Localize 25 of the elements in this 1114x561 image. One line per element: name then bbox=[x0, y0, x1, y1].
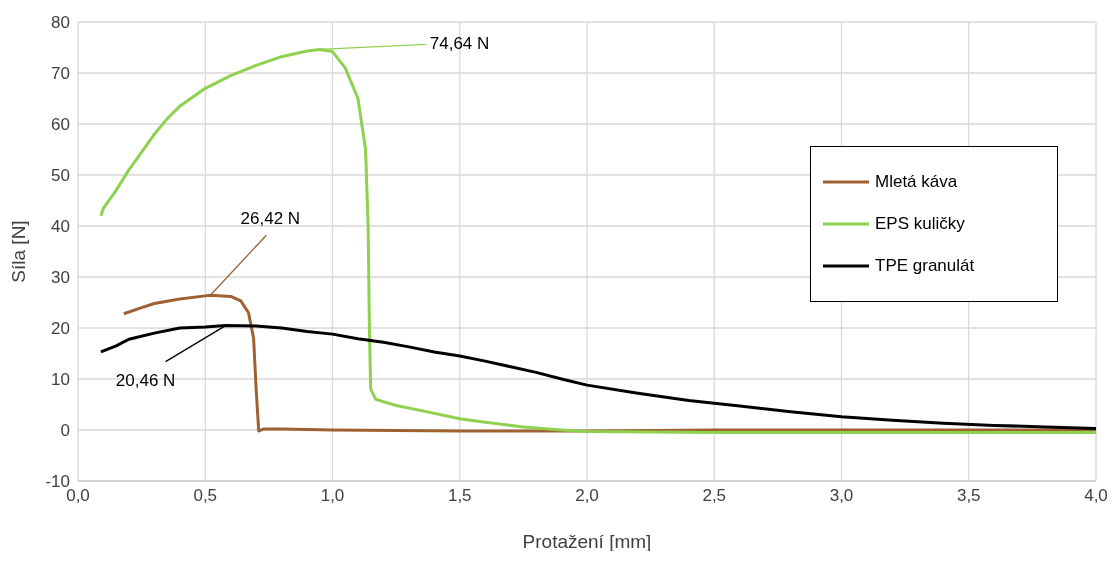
x-tick-label: 2,0 bbox=[575, 486, 599, 506]
annotation: 26,42 N bbox=[240, 208, 301, 228]
x-tick-label: 1,0 bbox=[320, 486, 345, 506]
y-tick-label: 30 bbox=[51, 268, 70, 288]
x-tick-label: 0,5 bbox=[193, 486, 218, 506]
x-tick-label: 1,5 bbox=[447, 486, 472, 506]
legend-label: Mletá káva bbox=[875, 172, 958, 192]
y-tick-label: 80 bbox=[51, 13, 70, 33]
y-tick-label: 10 bbox=[51, 370, 70, 390]
y-tick-label: 40 bbox=[51, 217, 70, 237]
x-tick-label: 4,0 bbox=[1084, 486, 1108, 506]
x-tick-label: 2,5 bbox=[702, 486, 727, 506]
annotation: 74,64 N bbox=[429, 33, 490, 53]
y-axis-title: Síla [N] bbox=[7, 220, 29, 283]
y-tick-label: 0 bbox=[60, 421, 70, 441]
x-tick-label: 3,5 bbox=[956, 486, 981, 506]
y-tick-label: 20 bbox=[51, 319, 70, 339]
annotation: 20,46 N bbox=[115, 371, 176, 391]
y-tick-label: 60 bbox=[51, 115, 70, 135]
x-tick-label: 0,0 bbox=[66, 486, 90, 506]
legend-label: TPE granulát bbox=[875, 256, 975, 276]
x-tick-label: 3,0 bbox=[829, 486, 854, 506]
legend-label: EPS kuličky bbox=[875, 214, 965, 234]
y-tick-label: 70 bbox=[51, 64, 70, 84]
y-tick-label: 50 bbox=[51, 166, 70, 186]
